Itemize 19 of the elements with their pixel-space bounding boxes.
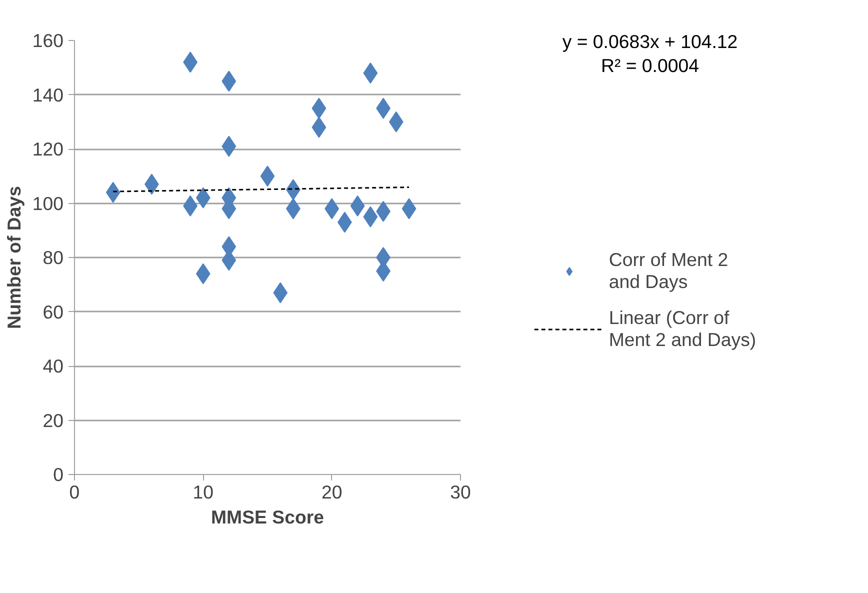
y-tick-label: 120 xyxy=(32,138,64,160)
text: R² = 0.0004 xyxy=(600,55,699,76)
y-tick-label: 100 xyxy=(32,192,64,214)
y-tick-label: 80 xyxy=(42,247,64,268)
x-tick-label: 0 xyxy=(69,482,80,502)
x-tick-label: 30 xyxy=(450,482,471,502)
y-axis-title: Number of Days xyxy=(3,186,24,330)
y-tick-label: 20 xyxy=(42,410,64,431)
y-tick-label: 160 xyxy=(32,30,64,51)
y-tick-label: 140 xyxy=(32,84,64,106)
x-axis-title: MMSE Score xyxy=(211,506,324,528)
legend-label: Linear (Corr of Ment 2 and Days) xyxy=(608,307,756,351)
x-tick-label: 20 xyxy=(321,482,342,502)
legend-label: Corr of Ment 2 and Days xyxy=(608,249,728,293)
y-tick-label: 60 xyxy=(42,301,64,322)
text: y = 0.0683x + 104.12 xyxy=(562,31,738,52)
y-tick-label: 40 xyxy=(42,356,64,376)
y-tick-label: 0 xyxy=(53,464,64,485)
x-tick-label: 10 xyxy=(192,482,214,502)
